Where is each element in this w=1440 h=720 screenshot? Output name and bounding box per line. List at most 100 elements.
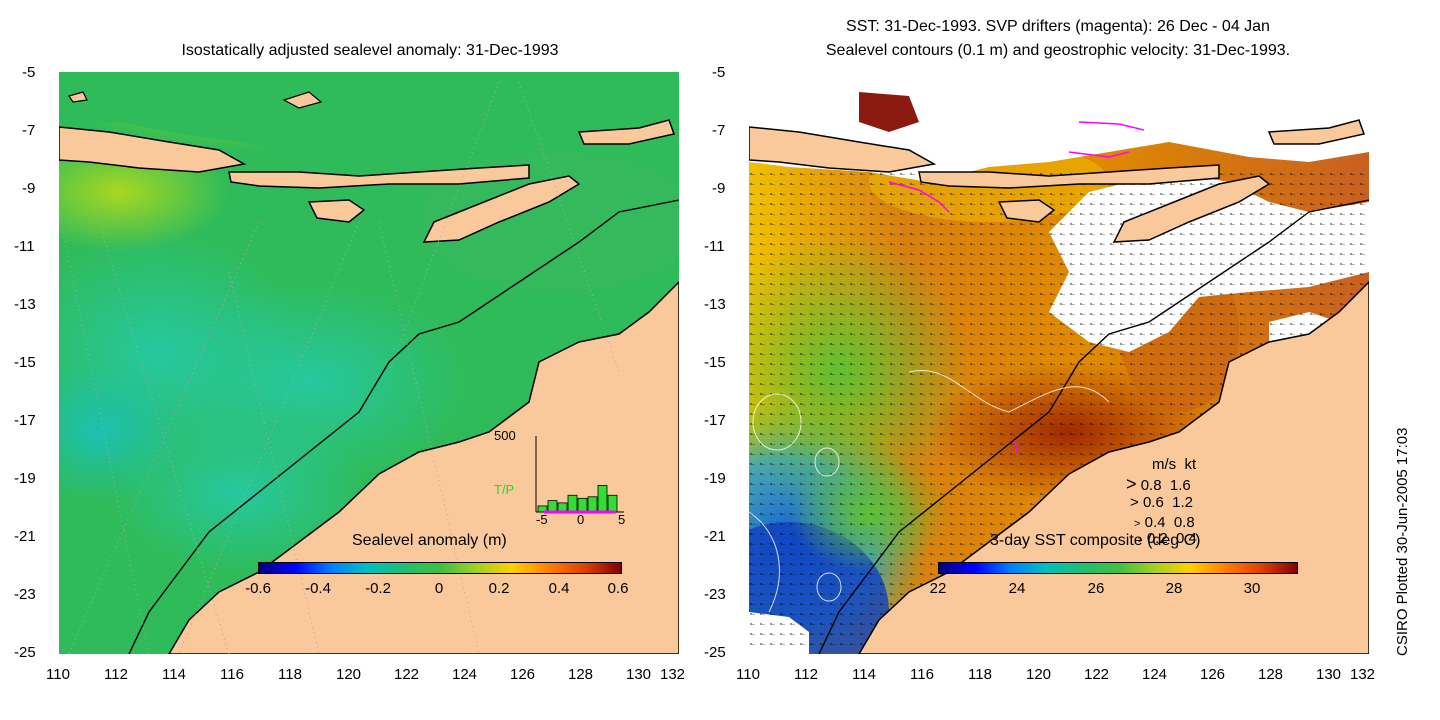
left-panel-title: Isostatically adjusted sealevel anomaly:…: [181, 42, 559, 59]
legend-row: > 0.8 1.6: [1126, 474, 1191, 495]
left-xtick: 112: [104, 666, 128, 683]
legend-header-ms: m/s: [1152, 456, 1177, 473]
left-xtick: 130: [626, 666, 652, 683]
inset-chart: [535, 436, 624, 514]
right-xtick: 124: [1142, 666, 1168, 683]
legend-row: > 0.2 0.4: [1138, 530, 1197, 547]
left-ytick: -25: [14, 644, 36, 661]
right-ytick: -15: [704, 354, 726, 371]
arrow-icon: >: [1138, 536, 1143, 545]
inset-xtick: 0: [577, 512, 585, 527]
right-colorbar-label: 3-day SST composite (deg C): [990, 532, 1201, 549]
legend-kt: 0.4: [1176, 530, 1197, 547]
legend-ms: 0.2: [1146, 530, 1168, 547]
left-xtick: 124: [452, 666, 478, 683]
right-xtick: 120: [1026, 666, 1052, 683]
right-ytick: -19: [704, 470, 726, 487]
legend-ms: 0.6: [1142, 494, 1164, 511]
left-ytick: -15: [14, 354, 36, 371]
left-cbar-tick: 0.2: [488, 580, 510, 597]
left-map: [59, 72, 679, 654]
inset-bar: [607, 494, 618, 513]
left-ytick: -13: [14, 296, 36, 313]
right-ytick: -17: [704, 412, 726, 429]
left-cbar-tick: 0: [434, 580, 444, 597]
plot-credit: CSIRO Plotted 30-Jun-2005 17:03: [1394, 427, 1411, 656]
right-xtick: 126: [1200, 666, 1226, 683]
left-xtick: 122: [394, 666, 420, 683]
inset-xtick: -5: [536, 512, 548, 527]
inset-bar: [547, 500, 558, 513]
left-cbar-tick: 0.4: [548, 580, 570, 597]
left-colorbar-label: Sealevel anomaly (m): [352, 532, 507, 549]
inset-bar: [537, 505, 548, 513]
left-ytick: -19: [14, 470, 36, 487]
right-xtick: 116: [910, 666, 934, 683]
arrow-icon: >: [1134, 518, 1141, 530]
legend-ms: 0.4: [1144, 514, 1166, 531]
right-ytick: -11: [704, 238, 725, 255]
left-cbar-tick: -0.2: [365, 580, 391, 597]
inset-bar: [567, 494, 578, 513]
right-cbar-tick: 28: [1165, 580, 1183, 597]
inset-xtick: 5: [618, 512, 626, 527]
left-ytick: -5: [22, 64, 36, 81]
right-ytick: -9: [712, 180, 726, 197]
legend-row: > 0.6 1.2: [1130, 494, 1193, 511]
inset-bar: [587, 496, 598, 513]
right-panel-title-line2: Sealevel contours (0.1 m) and geostrophi…: [825, 42, 1291, 59]
left-cbar-tick: -0.6: [245, 580, 271, 597]
legend-ms: 0.8: [1140, 477, 1162, 494]
right-xtick: 118: [968, 666, 992, 683]
right-ytick: -25: [704, 644, 726, 661]
right-cbar-tick: 26: [1087, 580, 1105, 597]
left-ytick: -23: [14, 586, 36, 603]
inset-label: T/P: [494, 482, 515, 497]
inset-ymax: 500: [494, 428, 516, 443]
inset-bar: [577, 497, 588, 513]
right-ytick: -23: [704, 586, 726, 603]
right-xtick: 122: [1084, 666, 1110, 683]
left-ytick: -9: [22, 180, 36, 197]
left-ytick: -11: [14, 238, 35, 255]
arrow-icon: >: [1126, 474, 1137, 494]
arrow-icon: >: [1130, 494, 1139, 511]
legend-header-kt: kt: [1184, 456, 1197, 473]
left-ytick: -21: [14, 528, 36, 545]
right-colorbar: [938, 562, 1298, 574]
left-xtick: 132: [660, 666, 686, 683]
left-cbar-tick: -0.4: [305, 580, 331, 597]
right-ytick: -13: [704, 296, 726, 313]
legend-header: m/s kt: [1152, 456, 1196, 473]
left-ytick: -7: [22, 122, 36, 139]
right-xtick: 132: [1350, 666, 1376, 683]
left-colorbar: [258, 562, 622, 574]
right-cbar-tick: 30: [1243, 580, 1261, 597]
right-xtick: 112: [794, 666, 818, 683]
legend-row: > 0.4 0.8: [1134, 514, 1195, 531]
right-panel-title-line1: SST: 31-Dec-1993. SVP drifters (magenta)…: [846, 18, 1270, 35]
legend-kt: 1.2: [1172, 494, 1193, 511]
legend-kt: 1.6: [1169, 477, 1191, 494]
left-cbar-tick: 0.6: [607, 580, 629, 597]
left-xtick: 110: [46, 666, 70, 683]
left-ytick: -17: [14, 412, 36, 429]
right-cbar-tick: 22: [929, 580, 947, 597]
left-xtick: 116: [220, 666, 244, 683]
left-xtick: 126: [510, 666, 536, 683]
left-xtick: 118: [278, 666, 302, 683]
right-xtick: 110: [736, 666, 760, 683]
right-xtick: 130: [1316, 666, 1342, 683]
left-xtick: 128: [568, 666, 594, 683]
legend-kt: 0.8: [1173, 514, 1195, 531]
left-xtick: 114: [162, 666, 186, 683]
inset-bar: [597, 485, 608, 513]
right-ytick: -5: [712, 64, 726, 81]
right-ytick: -21: [704, 528, 726, 545]
right-ytick: -7: [712, 122, 726, 139]
right-cbar-tick: 24: [1008, 580, 1026, 597]
right-xtick: 114: [852, 666, 876, 683]
tp-histogram-inset: 500 T/P -5 0 5: [490, 428, 640, 528]
right-xtick: 128: [1258, 666, 1284, 683]
left-xtick: 120: [336, 666, 362, 683]
